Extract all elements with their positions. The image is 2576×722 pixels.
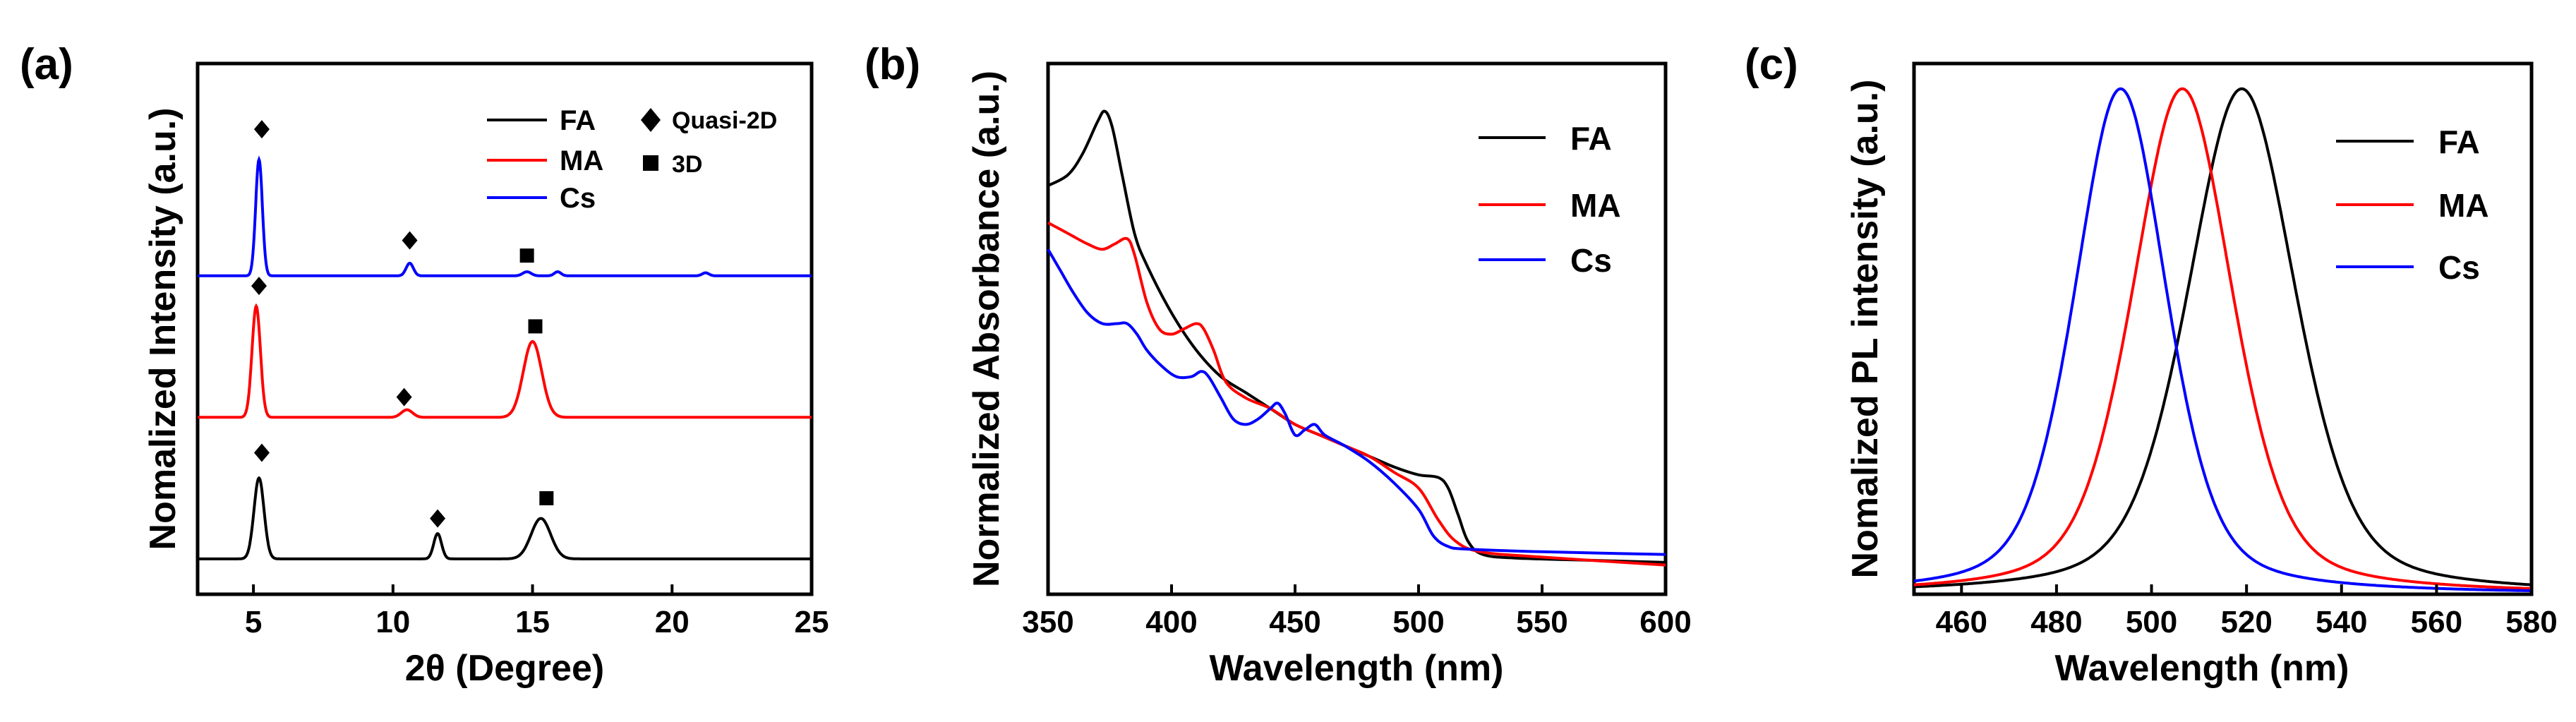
panel-a-peak-markers [251, 120, 554, 528]
panel-c-photoluminescence: (c) Nomalized PL intensity (a.u.) Wavele… [1745, 40, 2558, 689]
legend-label-cs: Cs [2438, 249, 2480, 286]
x-tick-label: 500 [2126, 605, 2177, 639]
x-tick-label: 560 [2411, 605, 2462, 639]
quasi-2d-marker [251, 277, 267, 296]
x-tick-label: 500 [1392, 605, 1444, 639]
legend-label-fa: FA [1570, 120, 1612, 157]
x-tick-label: 540 [2316, 605, 2367, 639]
quasi-2d-marker [402, 231, 418, 250]
series-line-ma [1047, 221, 1666, 567]
3d-marker [528, 319, 543, 334]
series-line-cs [1047, 248, 1666, 556]
legend-entry-cs: Cs [2336, 249, 2480, 286]
legend-label-3d: 3D [672, 151, 702, 178]
x-tick-label: 520 [2220, 605, 2272, 639]
x-tick-label: 450 [1269, 605, 1320, 639]
panel-c-ticks: 460 480 500 520 540 560 580 [1936, 584, 2558, 639]
panel-b-ylabel: Normalized Absorbance (a.u.) [966, 71, 1007, 587]
x-tick-label: 460 [1936, 605, 1987, 639]
panel-b-xlabel: Wavelength (nm) [1210, 648, 1504, 689]
legend-label-ma: MA [1570, 187, 1621, 224]
3d-marker [539, 491, 554, 505]
legend-label-fa: FA [2438, 124, 2480, 160]
quasi-2d-marker [253, 443, 270, 462]
legend-entry-ma: MA [2336, 187, 2489, 224]
panel-b-legend: FA MA Cs [1479, 120, 1621, 279]
legend-entry-3d: 3D [643, 151, 702, 178]
panel-b-ticks: 350 400 450 500 550 600 [1022, 584, 1692, 639]
x-tick-label: 15 [515, 605, 550, 639]
legend-label-cs: Cs [1570, 242, 1612, 279]
legend-label-cs: Cs [560, 183, 596, 214]
3d-marker [519, 248, 534, 263]
x-tick-label: 350 [1022, 605, 1073, 639]
panel-c-curves [1913, 87, 2532, 592]
legend-entry-cs: Cs [487, 183, 596, 214]
x-tick-label: 20 [655, 605, 690, 639]
x-tick-label: 400 [1145, 605, 1197, 639]
panel-a-label: (a) [20, 40, 73, 89]
legend-label-ma: MA [2438, 187, 2489, 224]
panel-c-plot-frame [1912, 61, 2534, 596]
legend-entry-ma: MA [487, 145, 603, 176]
panel-c-ylabel: Nomalized PL intensity (a.u.) [1845, 80, 1886, 579]
legend-entry-fa: FA [1479, 120, 1612, 157]
quasi-2d-marker [430, 509, 446, 528]
x-tick-label: 5 [245, 605, 262, 639]
x-tick-label: 10 [375, 605, 410, 639]
x-tick-label: 600 [1639, 605, 1691, 639]
series-line-ma [198, 303, 812, 419]
series-line-ma [1913, 87, 2532, 590]
panel-b-label: (b) [865, 40, 920, 89]
panel-b-curves [1047, 109, 1666, 567]
panel-a-legend: FA MA Cs Quasi-2D 3D [487, 105, 777, 214]
legend-entry-quasi-2d: Quasi-2D [641, 107, 777, 134]
legend-entry-cs: Cs [1479, 242, 1612, 279]
panel-a-ylabel: Nomalized Intensity (a.u.) [143, 108, 183, 550]
legend-diamond-icon [641, 108, 661, 132]
quasi-2d-marker [253, 120, 270, 139]
x-tick-label: 25 [795, 605, 829, 639]
legend-label-fa: FA [560, 105, 596, 136]
panel-a-xlabel: 2θ (Degree) [405, 648, 604, 689]
legend-label-quasi-2d: Quasi-2D [672, 107, 777, 134]
series-line-fa [198, 476, 812, 560]
panel-a-ticks: 5 10 15 20 25 [245, 584, 829, 639]
panel-c-xlabel: Wavelength (nm) [2055, 648, 2349, 689]
panel-a-plot-frame [195, 61, 814, 596]
series-line-cs [1913, 87, 2532, 592]
panel-c-label: (c) [1745, 40, 1798, 89]
panel-b-absorbance: (b) Normalized Absorbance (a.u.) Wavelen… [865, 40, 1692, 689]
series-line-fa [1047, 109, 1666, 564]
x-tick-label: 550 [1516, 605, 1567, 639]
legend-label-ma: MA [560, 145, 603, 176]
legend-entry-fa: FA [2336, 124, 2480, 160]
panel-a-xrd: (a) Nomalized Intensity (a.u.) 2θ (Degre… [20, 40, 829, 689]
legend-entry-ma: MA [1479, 187, 1621, 224]
legend-square-icon [643, 155, 658, 171]
quasi-2d-marker [396, 387, 412, 407]
panel-a-curves [198, 155, 812, 560]
legend-entry-fa: FA [487, 105, 596, 136]
x-tick-label: 580 [2505, 605, 2557, 639]
series-line-fa [1914, 87, 2532, 589]
panel-c-legend: FA MA Cs [2336, 124, 2489, 286]
series-line-cs [198, 155, 812, 277]
panel-b-plot-frame [1046, 61, 1668, 596]
x-tick-label: 480 [2030, 605, 2082, 639]
